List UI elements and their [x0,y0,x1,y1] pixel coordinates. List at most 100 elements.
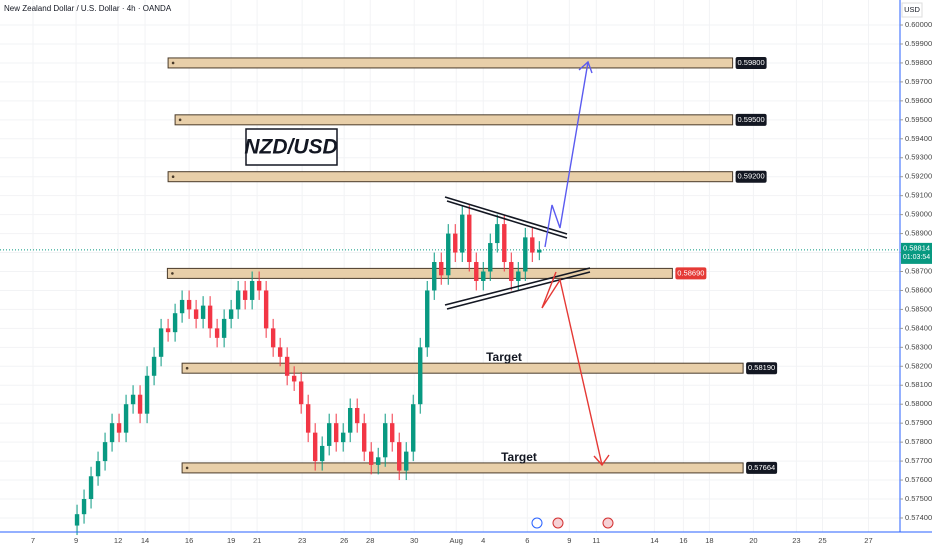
candle-body [249,280,255,300]
x-tick-label: 9 [74,536,78,545]
zone-price-label: 0.57664 [748,463,775,472]
x-tick-label: 21 [253,536,261,545]
y-tick-label: 0.57400 [905,513,932,522]
candle-body [446,233,451,276]
zone-anchor [171,175,175,179]
y-tick-label: 0.58500 [905,304,932,313]
zone-anchor [185,466,189,470]
zone [167,57,734,69]
candle-body [362,423,367,452]
x-tick-label: 18 [705,536,713,545]
candle-body [495,224,500,244]
candle-body [130,394,136,405]
candle-body [277,347,283,357]
candle-body [193,309,199,319]
candle-body [516,271,521,281]
x-tick-label: 30 [410,536,418,545]
x-tick-label: 12 [114,536,122,545]
target-label: Target [501,450,537,464]
zone-anchor [185,366,189,370]
x-tick-label: 7 [31,536,35,545]
y-tick-label: 0.59000 [905,210,932,219]
target-label: Target [486,350,522,364]
candle-body [235,290,241,310]
candle-body [390,423,395,443]
zone [174,114,734,126]
candle-body [467,214,472,263]
event-icon [552,517,564,529]
candle-body [186,299,192,310]
x-tick-label: 25 [818,536,826,545]
candle-body [537,249,542,253]
candle-body [284,356,290,376]
symbol-box [245,128,338,166]
y-tick-label: 0.58200 [905,361,932,370]
x-tick-label: 20 [749,536,757,545]
triangle-lower [446,271,591,310]
x-tick-label: 6 [525,536,529,545]
y-tick-label: 0.58300 [905,342,932,351]
x-tick-label: 14 [650,536,658,545]
triangle-upper [444,196,568,235]
y-tick-label: 0.58100 [905,380,932,389]
zones [166,57,744,474]
y-tick-label: 0.57500 [905,494,932,503]
candle-body [242,290,248,300]
candle-body [354,408,360,424]
candle-body [207,305,213,329]
y-tick-label: 0.59300 [905,153,932,162]
candle-body [347,408,353,433]
y-tick-label: 0.59200 [905,172,932,181]
candle-body [397,442,402,471]
candle-body [488,243,493,272]
candle-body [530,237,535,253]
candle-body [88,476,94,500]
y-tick-label: 0.60000 [905,20,932,29]
x-tick-label: 23 [298,536,306,545]
y-tick-label: 0.58400 [905,323,932,332]
x-tick-label: 28 [366,536,374,545]
x-tick-label: 23 [792,536,800,545]
candles [74,205,542,536]
zone-price-box [746,461,778,474]
x-tick-label: Aug [450,536,463,545]
candle-body [137,394,143,414]
currency-box [901,2,923,18]
candle-body [95,461,101,477]
zone-anchor [171,272,174,275]
zone-anchor [178,118,182,122]
candle-body [144,375,150,414]
candle-body [214,328,220,338]
candle-body [474,262,479,281]
candle-body [481,271,486,281]
y-tick-label: 0.59600 [905,96,932,105]
candle-body [509,262,514,281]
candle-body [312,432,318,462]
candle-body [460,214,465,253]
arrows [541,60,610,467]
candle-body [256,280,262,291]
symbol-label: NZD/USD [244,136,337,159]
candle-body [291,375,297,382]
y-tick-label: 0.58700 [905,266,932,275]
event-icons [531,517,614,529]
candle-body [411,404,416,452]
y-tick-label: 0.58900 [905,229,932,238]
x-tick-label: 14 [141,536,149,545]
candle-body [305,404,311,433]
zone-price-box [735,56,767,69]
y-tick-label: 0.57600 [905,475,932,484]
x-tick-label: 9 [567,536,571,545]
y-tick-label: 0.57700 [905,456,932,465]
candle-body [123,404,129,433]
currency-label: USD [904,5,920,14]
candle-body [270,328,276,348]
zone-anchor [171,61,175,65]
candle-body [383,423,388,458]
zone-price-label: 0.58690 [677,268,704,277]
y-tick-label: 0.59500 [905,115,932,124]
candle-body [439,262,444,276]
event-icon [602,517,614,529]
candle-body [523,237,528,272]
zone-price-label: 0.59200 [738,172,765,181]
